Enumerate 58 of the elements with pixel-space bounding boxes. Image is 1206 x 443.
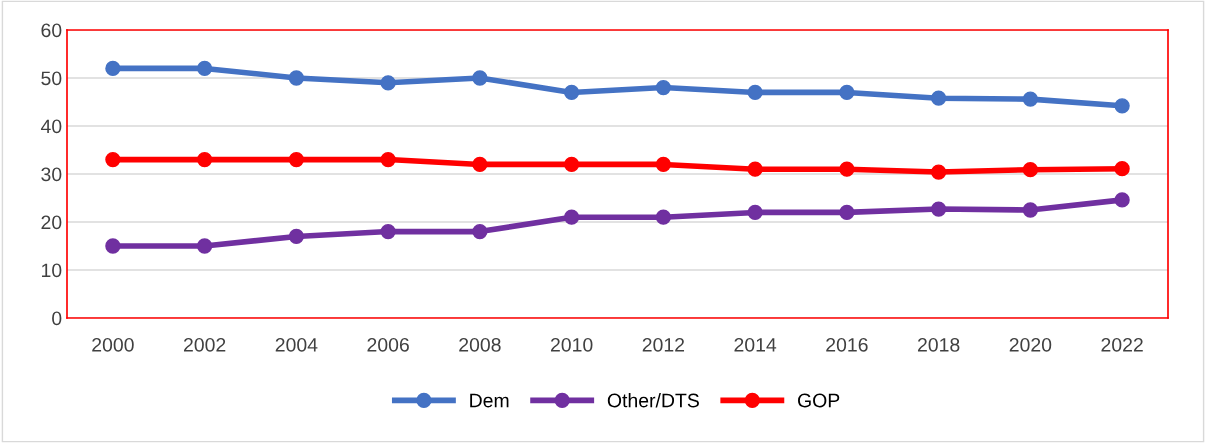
point <box>655 156 672 173</box>
y-tick-label: 40 <box>40 119 62 134</box>
y-tick-label: 50 <box>41 71 62 86</box>
point <box>747 204 763 221</box>
point <box>288 70 305 86</box>
legend-label: Other/DTS <box>607 393 699 408</box>
x-tick-label: 2004 <box>275 337 318 352</box>
x-tick-label: 2020 <box>1009 337 1052 352</box>
point <box>196 60 213 77</box>
point <box>105 238 121 254</box>
point <box>1022 202 1039 218</box>
point <box>1114 192 1130 208</box>
point <box>1022 91 1039 107</box>
point <box>105 60 121 77</box>
point <box>380 223 396 240</box>
point <box>747 161 763 177</box>
point <box>655 209 672 225</box>
x-tick-label: 2008 <box>459 337 501 352</box>
y-tick-label: 10 <box>42 263 62 278</box>
x-tick-label: 2014 <box>734 337 777 352</box>
x-tick-label: 2016 <box>826 337 868 352</box>
y-tick-label: 0 <box>52 311 62 326</box>
point <box>839 204 855 221</box>
point <box>472 70 488 86</box>
legend-label: GOP <box>798 393 840 408</box>
y-tick-label: 20 <box>41 215 62 230</box>
point <box>655 79 672 96</box>
point <box>930 164 947 180</box>
x-tick-label: 2012 <box>642 337 685 352</box>
x-tick-label: 2002 <box>183 337 226 352</box>
x-tick-label: 2000 <box>92 337 134 352</box>
point <box>472 223 488 240</box>
point <box>747 84 763 101</box>
point <box>105 151 121 168</box>
point <box>288 151 305 168</box>
point <box>930 90 947 106</box>
x-tick-label: 2010 <box>550 337 593 352</box>
point <box>563 84 580 101</box>
point <box>839 161 855 177</box>
y-tick-label: 60 <box>41 23 62 38</box>
x-tick-label: 2018 <box>917 337 960 352</box>
point <box>1022 162 1039 178</box>
point <box>196 238 213 254</box>
point <box>288 228 305 245</box>
point <box>1114 98 1130 114</box>
point <box>380 75 396 91</box>
legend-label: Dem <box>470 393 509 408</box>
point <box>380 151 396 168</box>
point <box>930 201 947 217</box>
x-tick-label: 2022 <box>1101 337 1143 352</box>
point <box>563 209 580 225</box>
x-tick-label: 2006 <box>367 337 409 352</box>
point <box>196 151 213 168</box>
point <box>839 84 855 101</box>
point <box>1114 161 1130 177</box>
y-tick-label: 30 <box>41 167 62 182</box>
point <box>472 156 488 173</box>
point <box>563 156 580 173</box>
